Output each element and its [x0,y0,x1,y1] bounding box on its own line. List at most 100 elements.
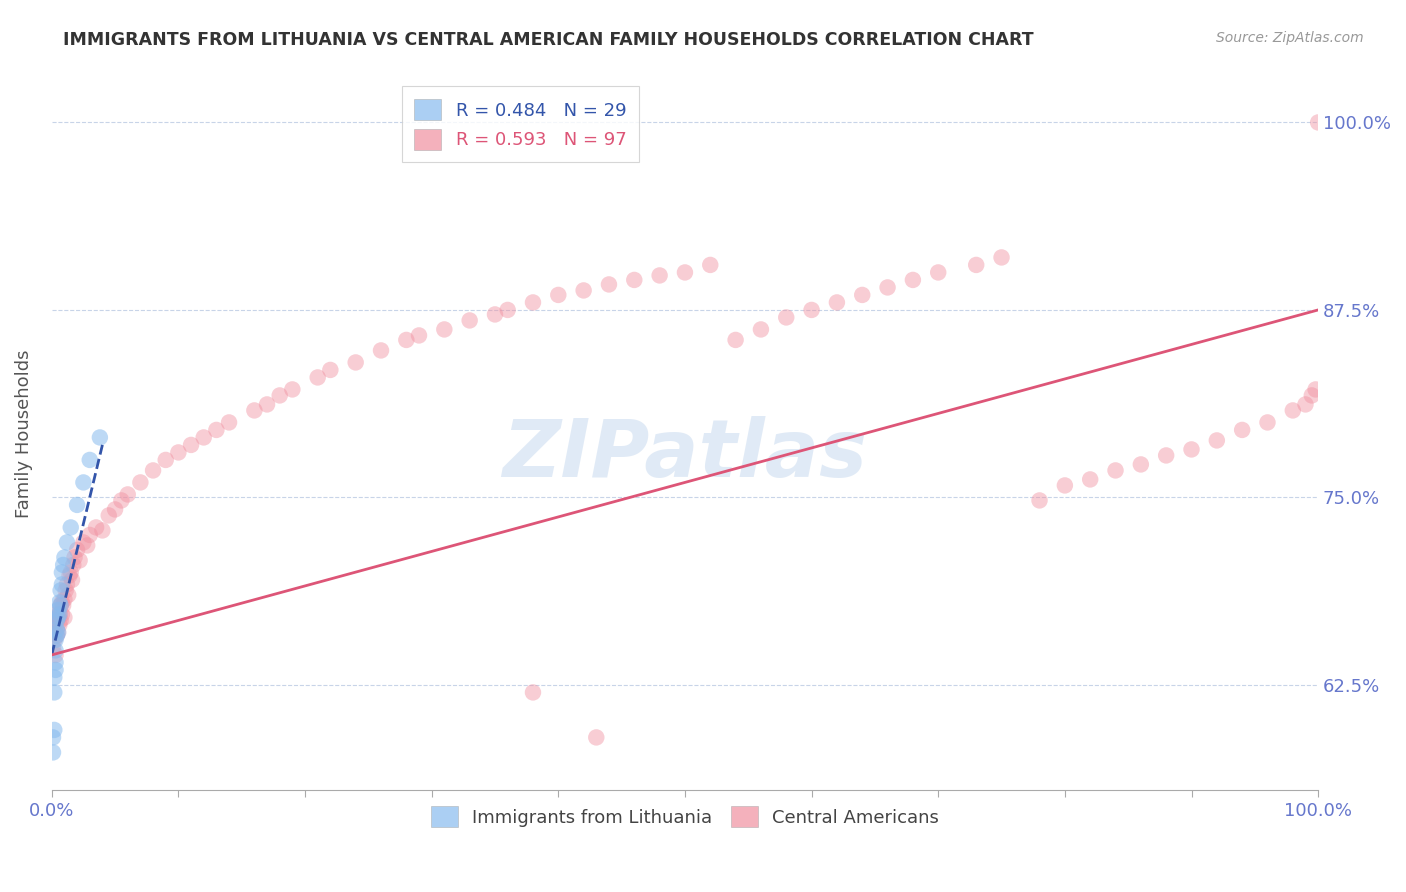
Y-axis label: Family Households: Family Households [15,350,32,518]
Point [45,614,67,628]
Point [965,258,987,272]
Point [58,588,80,602]
Point [44,723,66,737]
Point [1281,403,1303,417]
Point [344,355,367,369]
Point [84,520,107,534]
Point [45,607,67,622]
Point [749,322,772,336]
Point [72,475,94,490]
Point [990,251,1012,265]
Point [51,566,73,580]
Point [1053,478,1076,492]
Point [927,265,949,279]
Point [66,543,89,558]
Point [1129,458,1152,472]
Point [901,273,924,287]
Point [44,670,66,684]
Point [522,295,544,310]
Point [547,288,569,302]
Point [572,284,595,298]
Point [59,566,82,580]
Point [598,277,620,292]
Point [1028,493,1050,508]
Point [1256,416,1278,430]
Point [42,746,65,760]
Point [46,625,69,640]
Point [648,268,671,283]
Point [205,423,228,437]
Point [56,535,79,549]
Point [59,520,82,534]
Point [63,550,86,565]
Point [45,623,67,637]
Point [724,333,747,347]
Point [45,632,67,647]
Point [45,628,67,642]
Point [1295,397,1317,411]
Point [49,583,72,598]
Point [104,502,127,516]
Point [699,258,721,272]
Point [49,599,72,613]
Point [117,487,139,501]
Point [46,610,69,624]
Point [44,685,66,699]
Point [46,603,69,617]
Point [1301,388,1323,402]
Point [1308,115,1330,129]
Point [180,438,202,452]
Point [45,614,67,628]
Point [1230,423,1253,437]
Point [623,273,645,287]
Point [89,430,111,444]
Point [269,388,291,402]
Text: ZIPatlas: ZIPatlas [502,416,868,494]
Point [79,528,101,542]
Point [52,599,75,613]
Point [53,610,76,624]
Point [825,295,848,310]
Point [319,363,342,377]
Point [522,685,544,699]
Point [876,280,898,294]
Point [45,648,67,662]
Point [1305,383,1327,397]
Point [58,568,80,582]
Point [370,343,392,358]
Text: Source: ZipAtlas.com: Source: ZipAtlas.com [1216,31,1364,45]
Point [585,731,607,745]
Point [45,656,67,670]
Point [60,573,83,587]
Point [48,618,70,632]
Point [193,430,215,444]
Point [395,333,418,347]
Point [110,493,132,508]
Point [48,607,70,622]
Point [79,453,101,467]
Point [46,625,69,640]
Point [42,731,65,745]
Point [44,614,66,628]
Point [49,614,72,628]
Point [484,308,506,322]
Point [243,403,266,417]
Point [51,595,73,609]
Point [91,524,114,538]
Point [775,310,797,325]
Point [42,640,65,655]
Point [433,322,456,336]
Point [76,538,98,552]
Point [46,610,69,624]
Point [218,416,240,430]
Point [48,595,70,609]
Point [51,607,73,622]
Point [52,558,75,572]
Point [408,328,430,343]
Point [51,577,73,591]
Point [69,553,91,567]
Point [62,558,84,572]
Point [49,599,72,613]
Point [281,383,304,397]
Point [48,607,70,622]
